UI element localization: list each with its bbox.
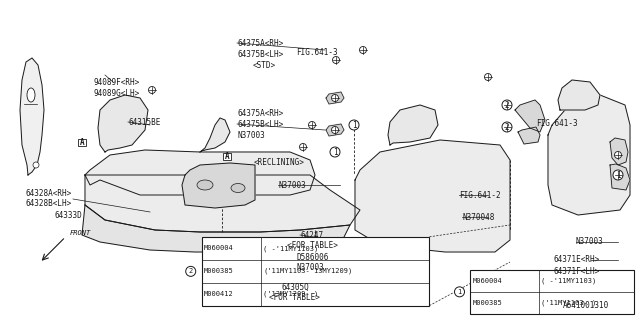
- Text: <FOR TABLE>: <FOR TABLE>: [287, 242, 338, 251]
- Circle shape: [502, 100, 512, 110]
- Circle shape: [300, 143, 307, 150]
- Text: 64375A<RH>: 64375A<RH>: [237, 38, 284, 47]
- Text: 64247: 64247: [300, 230, 323, 239]
- Polygon shape: [518, 127, 540, 144]
- Polygon shape: [388, 105, 438, 145]
- Polygon shape: [515, 100, 545, 132]
- Circle shape: [613, 170, 623, 180]
- Text: <FOR TABLE>: <FOR TABLE>: [269, 293, 320, 302]
- Text: ( -'11MY1103): ( -'11MY1103): [541, 278, 596, 284]
- Circle shape: [614, 172, 621, 179]
- Text: A: A: [225, 152, 230, 161]
- Polygon shape: [548, 95, 630, 215]
- Circle shape: [330, 147, 340, 157]
- Polygon shape: [326, 124, 344, 136]
- Circle shape: [33, 162, 39, 168]
- Bar: [202, 237, 429, 306]
- Polygon shape: [98, 95, 148, 152]
- Text: A: A: [79, 138, 84, 147]
- Ellipse shape: [197, 180, 213, 190]
- Polygon shape: [20, 58, 44, 175]
- Circle shape: [504, 101, 511, 108]
- Text: M000412: M000412: [204, 291, 234, 297]
- Text: 1: 1: [458, 289, 461, 295]
- Circle shape: [614, 151, 621, 158]
- Circle shape: [349, 120, 359, 130]
- Circle shape: [148, 86, 156, 93]
- Circle shape: [333, 57, 339, 63]
- Ellipse shape: [27, 88, 35, 102]
- Text: 2: 2: [505, 123, 509, 132]
- Text: FIG.641-2: FIG.641-2: [459, 190, 500, 199]
- Polygon shape: [200, 118, 230, 152]
- Bar: [470, 270, 634, 314]
- Circle shape: [504, 124, 511, 131]
- Text: 64333D: 64333D: [54, 212, 82, 220]
- Bar: [223, 153, 231, 160]
- Circle shape: [454, 287, 465, 297]
- Text: 64375B<LH>: 64375B<LH>: [237, 50, 284, 59]
- Text: 64371E<RH>: 64371E<RH>: [554, 255, 600, 265]
- Text: 2: 2: [505, 100, 509, 109]
- Text: M060004: M060004: [204, 245, 234, 251]
- Circle shape: [308, 122, 316, 129]
- Text: 1: 1: [333, 148, 337, 156]
- Polygon shape: [85, 175, 360, 232]
- Text: FIG.641-3: FIG.641-3: [536, 118, 578, 127]
- Text: ( -'11MY1103): ( -'11MY1103): [263, 245, 319, 252]
- Text: FRONT: FRONT: [70, 230, 91, 236]
- Circle shape: [332, 94, 339, 101]
- Text: 1: 1: [616, 171, 620, 180]
- Polygon shape: [610, 164, 630, 190]
- Circle shape: [502, 122, 512, 132]
- Polygon shape: [558, 80, 600, 110]
- Text: <RECLINING>: <RECLINING>: [254, 157, 305, 166]
- Text: M060004: M060004: [472, 278, 502, 284]
- Text: ('11MY1103-'13MY1209): ('11MY1103-'13MY1209): [263, 268, 353, 275]
- Circle shape: [484, 74, 492, 81]
- Polygon shape: [85, 150, 315, 195]
- Text: N370048: N370048: [462, 212, 494, 221]
- Polygon shape: [82, 205, 350, 252]
- Text: 94089G<LH>: 94089G<LH>: [93, 89, 140, 98]
- Text: 64305Q: 64305Q: [281, 283, 308, 292]
- Polygon shape: [355, 140, 510, 252]
- Text: ('13MY1209- ): ('13MY1209- ): [263, 291, 319, 297]
- Text: A641001310: A641001310: [563, 301, 609, 310]
- Circle shape: [332, 126, 339, 133]
- Text: D586006: D586006: [296, 252, 328, 261]
- Text: 64328A<RH>: 64328A<RH>: [25, 188, 71, 197]
- Polygon shape: [182, 163, 255, 208]
- Text: N37003: N37003: [296, 263, 324, 273]
- Text: FIG.641-3: FIG.641-3: [296, 47, 338, 57]
- Text: N37003: N37003: [237, 131, 265, 140]
- Text: 64328B<LH>: 64328B<LH>: [25, 199, 71, 209]
- Polygon shape: [326, 92, 344, 104]
- Text: ('11MY1103- ): ('11MY1103- ): [541, 300, 596, 306]
- Text: M000385: M000385: [472, 300, 502, 306]
- Text: M000385: M000385: [204, 268, 234, 274]
- Ellipse shape: [231, 183, 245, 193]
- Text: 64315BE: 64315BE: [128, 117, 161, 126]
- Circle shape: [360, 46, 367, 53]
- Text: N37003: N37003: [278, 180, 306, 189]
- Bar: [78, 139, 86, 146]
- Text: 64371F<LH>: 64371F<LH>: [554, 267, 600, 276]
- Text: 2: 2: [189, 268, 193, 274]
- Text: 94089F<RH>: 94089F<RH>: [93, 77, 140, 86]
- Text: <STD>: <STD>: [253, 60, 276, 69]
- Text: 64375B<LH>: 64375B<LH>: [237, 119, 284, 129]
- Text: 64375A<RH>: 64375A<RH>: [237, 108, 284, 117]
- Text: N37003: N37003: [576, 237, 604, 246]
- Circle shape: [186, 266, 196, 276]
- Polygon shape: [610, 138, 628, 165]
- Text: 1: 1: [352, 121, 356, 130]
- Polygon shape: [298, 242, 358, 268]
